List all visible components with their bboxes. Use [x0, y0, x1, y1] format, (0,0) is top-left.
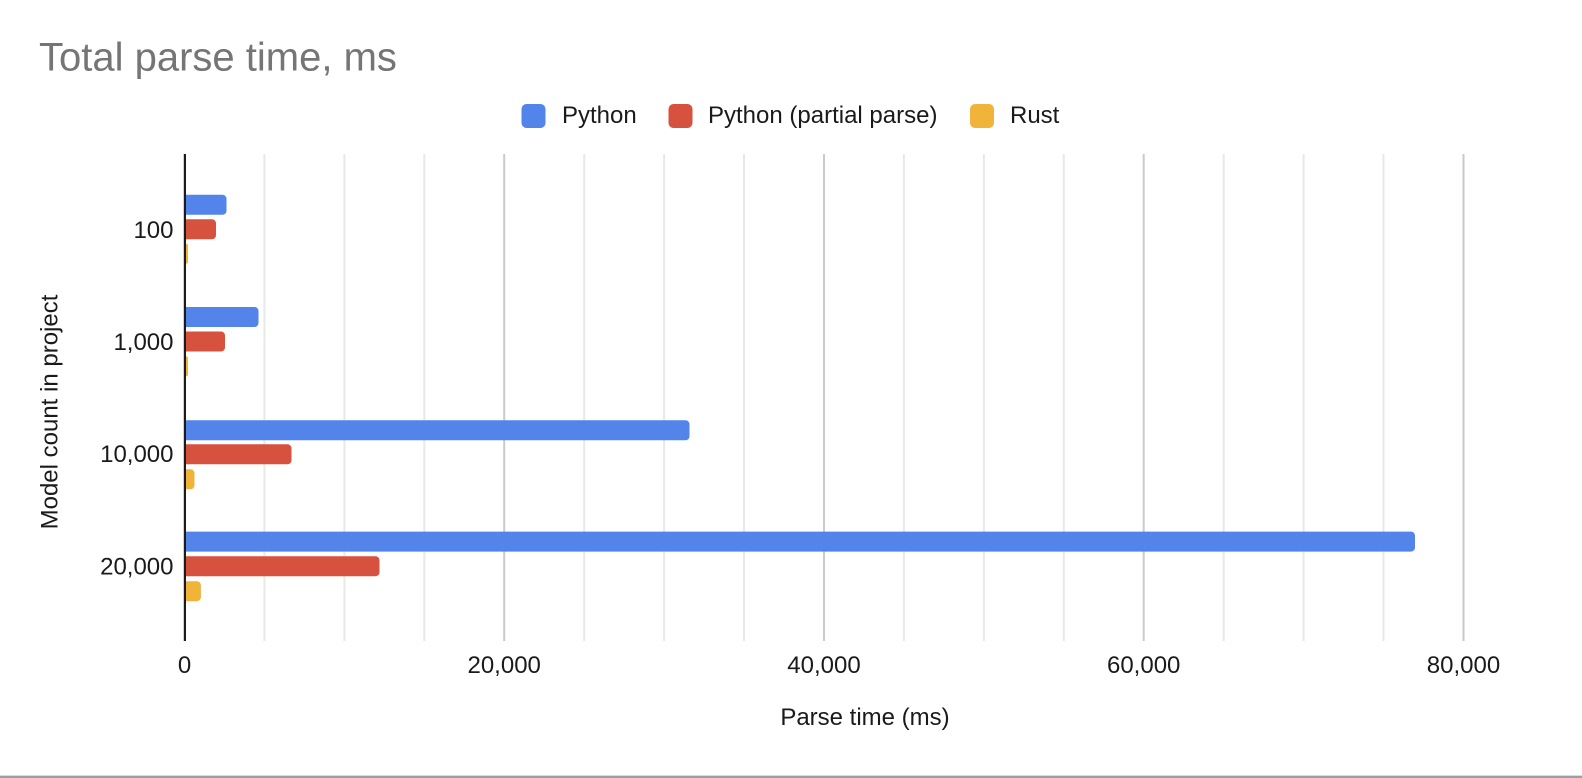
svg-text:Parse time (ms): Parse time (ms) — [780, 704, 949, 731]
svg-text:1,000: 1,000 — [113, 329, 173, 356]
svg-text:Python: Python — [562, 102, 637, 129]
svg-text:Rust: Rust — [1010, 102, 1060, 129]
svg-text:Total parse time, ms: Total parse time, ms — [39, 36, 397, 80]
svg-text:60,000: 60,000 — [1107, 652, 1180, 679]
svg-text:10,000: 10,000 — [100, 441, 173, 468]
svg-text:Python (partial parse): Python (partial parse) — [708, 102, 937, 129]
svg-text:0: 0 — [178, 652, 191, 679]
svg-text:100: 100 — [133, 217, 173, 244]
svg-text:20,000: 20,000 — [100, 554, 173, 581]
svg-text:80,000: 80,000 — [1427, 652, 1500, 679]
svg-text:20,000: 20,000 — [467, 652, 540, 679]
svg-text:40,000: 40,000 — [787, 652, 860, 679]
svg-text:Model count in project: Model count in project — [37, 294, 64, 529]
